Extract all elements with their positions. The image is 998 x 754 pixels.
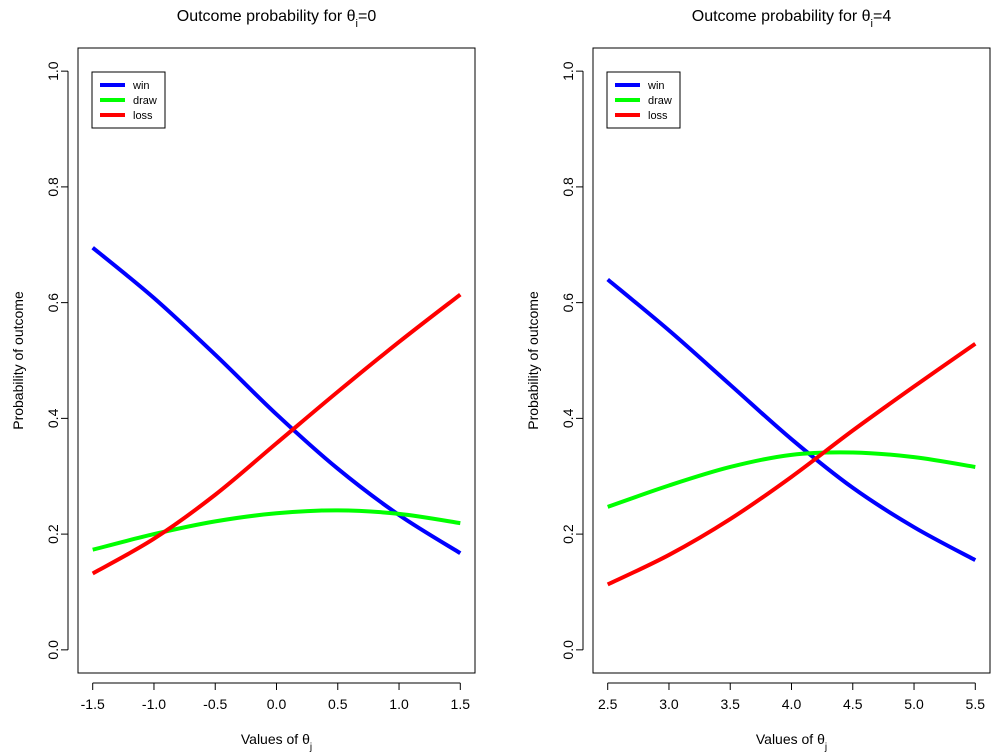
x-axis-label: Values of θj (241, 731, 312, 753)
legend-label-win: win (132, 80, 150, 92)
legend: win draw loss (91, 71, 166, 129)
chart-title: Outcome probability for θi=0 (177, 8, 377, 30)
series-line-draw (92, 508, 461, 552)
x-tick-label: -1.0 (142, 696, 166, 712)
plot-frame (592, 47, 991, 674)
y-tick-label: 0.4 (560, 408, 576, 428)
series-line-draw (607, 450, 976, 509)
legend: win draw loss (606, 71, 681, 129)
x-tick-label: 0.0 (267, 696, 287, 712)
x-tick-label: 1.5 (451, 696, 471, 712)
y-tick-label: 1.0 (45, 61, 61, 81)
y-axis-label: Probability of outcome (10, 291, 26, 430)
x-tick-label: 3.0 (659, 696, 679, 712)
series-line-win (606, 277, 977, 562)
x-tick-label: 1.0 (389, 696, 409, 712)
x-axis: -1.5 -1.0 -0.5 0.0 0.5 1.0 1.5 (81, 682, 471, 712)
y-tick-label: 0.0 (45, 640, 61, 660)
x-axis-label: Values of θj (756, 731, 827, 753)
y-tick-label: 0.6 (45, 293, 61, 313)
x-tick-label: 3.5 (721, 696, 741, 712)
legend-label-draw: draw (133, 95, 157, 107)
x-tick-label: 4.5 (843, 696, 863, 712)
y-axis: 0.0 0.2 0.4 0.6 0.8 1.0 (560, 61, 584, 660)
y-tick-label: 0.2 (45, 524, 61, 544)
x-tick-label: 0.5 (328, 696, 348, 712)
y-tick-label: 1.0 (560, 61, 576, 81)
y-tick-label: 0.0 (560, 640, 576, 660)
series-line-loss (91, 292, 462, 576)
x-axis: 2.5 3.0 3.5 4.0 4.5 5.0 5.5 (598, 682, 986, 712)
chart-title: Outcome probability for θi=4 (692, 8, 892, 30)
y-tick-label: 0.6 (560, 293, 576, 313)
y-axis-label: Probability of outcome (525, 291, 541, 430)
y-tick-label: 0.2 (560, 524, 576, 544)
legend-label-win: win (647, 80, 665, 92)
series-line-loss (606, 342, 977, 587)
legend-label-draw: draw (648, 95, 672, 107)
x-tick-label: 5.5 (966, 696, 986, 712)
x-tick-label: 2.5 (598, 696, 618, 712)
legend-label-loss: loss (648, 110, 668, 122)
legend-label-loss: loss (133, 110, 153, 122)
y-tick-label: 0.8 (45, 177, 61, 197)
x-tick-label: 5.0 (904, 696, 924, 712)
series-line-win (91, 246, 462, 555)
y-tick-label: 0.4 (45, 408, 61, 428)
plot-frame (77, 47, 476, 674)
x-tick-label: -1.5 (81, 696, 105, 712)
chart-panel-1: Outcome probability for θi=0 -1.5 -1.0 -0.5… (10, 8, 476, 753)
y-tick-label: 0.8 (560, 177, 576, 197)
x-tick-label: -0.5 (203, 696, 227, 712)
x-tick-label: 4.0 (782, 696, 802, 712)
chart-panel-2: Outcome probability for θi=4 2.5 3.0 3.5 4.0… (525, 8, 991, 753)
y-axis: 0.0 0.2 0.4 0.6 0.8 1.0 (45, 61, 69, 660)
